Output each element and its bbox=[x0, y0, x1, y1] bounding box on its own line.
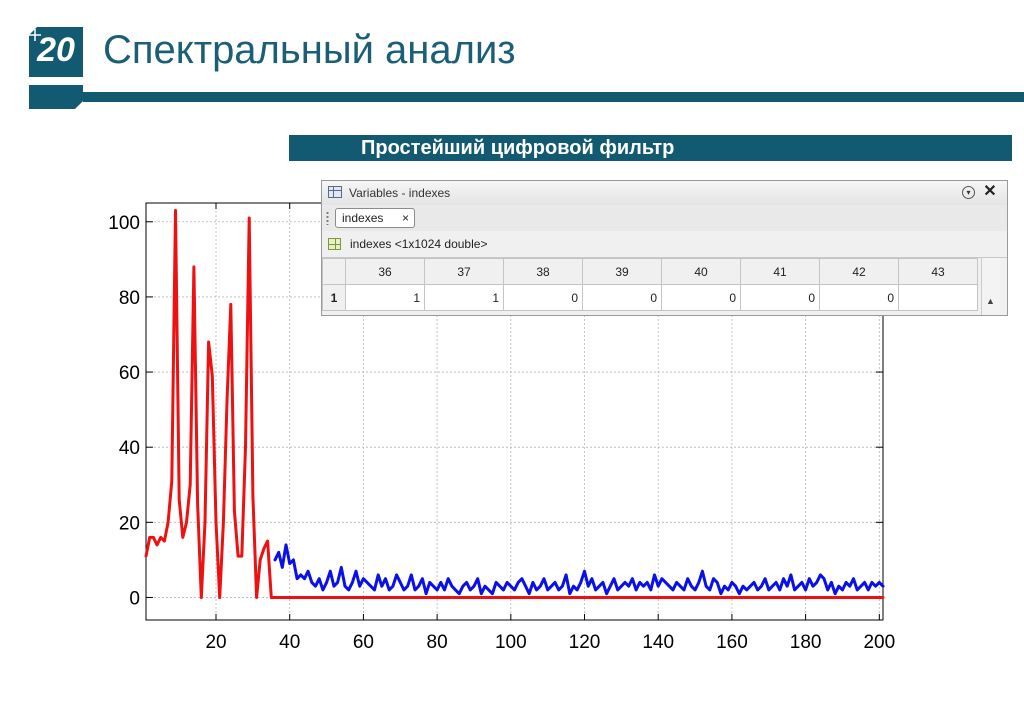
slide-number-badge bbox=[29, 27, 83, 109]
variable-info-bar: indexes <1x1024 double> bbox=[322, 231, 1007, 258]
x-tick-label: 40 bbox=[279, 632, 300, 653]
column-header[interactable]: 39 bbox=[582, 258, 662, 285]
table-corner bbox=[322, 258, 346, 285]
table-cell[interactable]: 0 bbox=[582, 284, 662, 311]
column-header[interactable]: 38 bbox=[503, 258, 583, 285]
vertical-scrollbar[interactable]: ▲ bbox=[981, 258, 1000, 315]
table-cell[interactable]: 0 bbox=[819, 284, 899, 311]
column-header[interactable]: 37 bbox=[424, 258, 504, 285]
slide-title: Спектральный анализ bbox=[103, 28, 516, 72]
column-header[interactable]: 42 bbox=[819, 258, 899, 285]
x-tick-label: 60 bbox=[353, 632, 374, 653]
tab-close-icon[interactable]: × bbox=[401, 211, 409, 225]
y-tick-label: 20 bbox=[119, 513, 140, 534]
variables-window-title: Variables - indexes bbox=[349, 186, 451, 200]
y-tick-label: 40 bbox=[119, 438, 140, 459]
slide-number: 20 bbox=[37, 31, 75, 69]
table-cell[interactable] bbox=[898, 284, 978, 311]
table-cell[interactable]: 0 bbox=[503, 284, 583, 311]
x-tick-label: 100 bbox=[495, 632, 527, 653]
x-tick-label: 160 bbox=[716, 632, 748, 653]
x-tick-label: 20 bbox=[205, 632, 226, 653]
variables-window-titlebar[interactable]: Variables - indexes ▾ ✕ bbox=[322, 181, 1007, 206]
x-tick-label: 200 bbox=[863, 632, 895, 653]
window-menu-icon[interactable]: ▾ bbox=[962, 186, 975, 199]
variables-window-icon bbox=[328, 186, 342, 198]
series-line-filtered bbox=[144, 209, 885, 599]
close-icon[interactable]: ✕ bbox=[983, 183, 997, 200]
slide-subtitle: Простейший цифровой фильтр bbox=[289, 135, 1012, 161]
x-tick-label: 120 bbox=[569, 632, 601, 653]
tab-indexes-label: indexes bbox=[342, 211, 384, 225]
table-cell[interactable]: 1 bbox=[345, 284, 425, 311]
slide-subtitle-text: Простейший цифровой фильтр bbox=[361, 137, 675, 159]
column-header[interactable]: 43 bbox=[898, 258, 978, 285]
y-tick-label: 80 bbox=[119, 288, 140, 309]
drag-grip-icon[interactable] bbox=[326, 211, 329, 225]
y-tick-label: 60 bbox=[119, 363, 140, 384]
variables-window: Variables - indexes ▾ ✕ indexes × indexe… bbox=[321, 180, 1008, 316]
column-header[interactable]: 41 bbox=[740, 258, 820, 285]
y-tick-label: 100 bbox=[108, 213, 140, 234]
y-tick-label: 0 bbox=[129, 588, 140, 609]
variables-tab-strip: indexes × bbox=[322, 205, 1007, 232]
array-grid-icon bbox=[328, 238, 341, 250]
series-line-original bbox=[273, 543, 885, 596]
title-rule bbox=[83, 92, 1024, 102]
variable-info: indexes <1x1024 double> bbox=[350, 237, 488, 251]
x-tick-label: 80 bbox=[427, 632, 448, 653]
series-layer bbox=[144, 209, 885, 599]
column-header[interactable]: 36 bbox=[345, 258, 425, 285]
table-cell[interactable]: 0 bbox=[740, 284, 820, 311]
table-cell[interactable]: 0 bbox=[661, 284, 741, 311]
column-header[interactable]: 40 bbox=[661, 258, 741, 285]
x-tick-label: 180 bbox=[790, 632, 822, 653]
x-tick-label: 140 bbox=[642, 632, 674, 653]
row-header[interactable]: 1 bbox=[322, 284, 346, 311]
tab-indexes[interactable]: indexes × bbox=[335, 208, 415, 228]
table-header-row: 36 37 38 39 40 41 42 43 bbox=[322, 258, 978, 285]
scroll-up-icon[interactable]: ▲ bbox=[986, 296, 995, 306]
table-cell[interactable]: 1 bbox=[424, 284, 504, 311]
